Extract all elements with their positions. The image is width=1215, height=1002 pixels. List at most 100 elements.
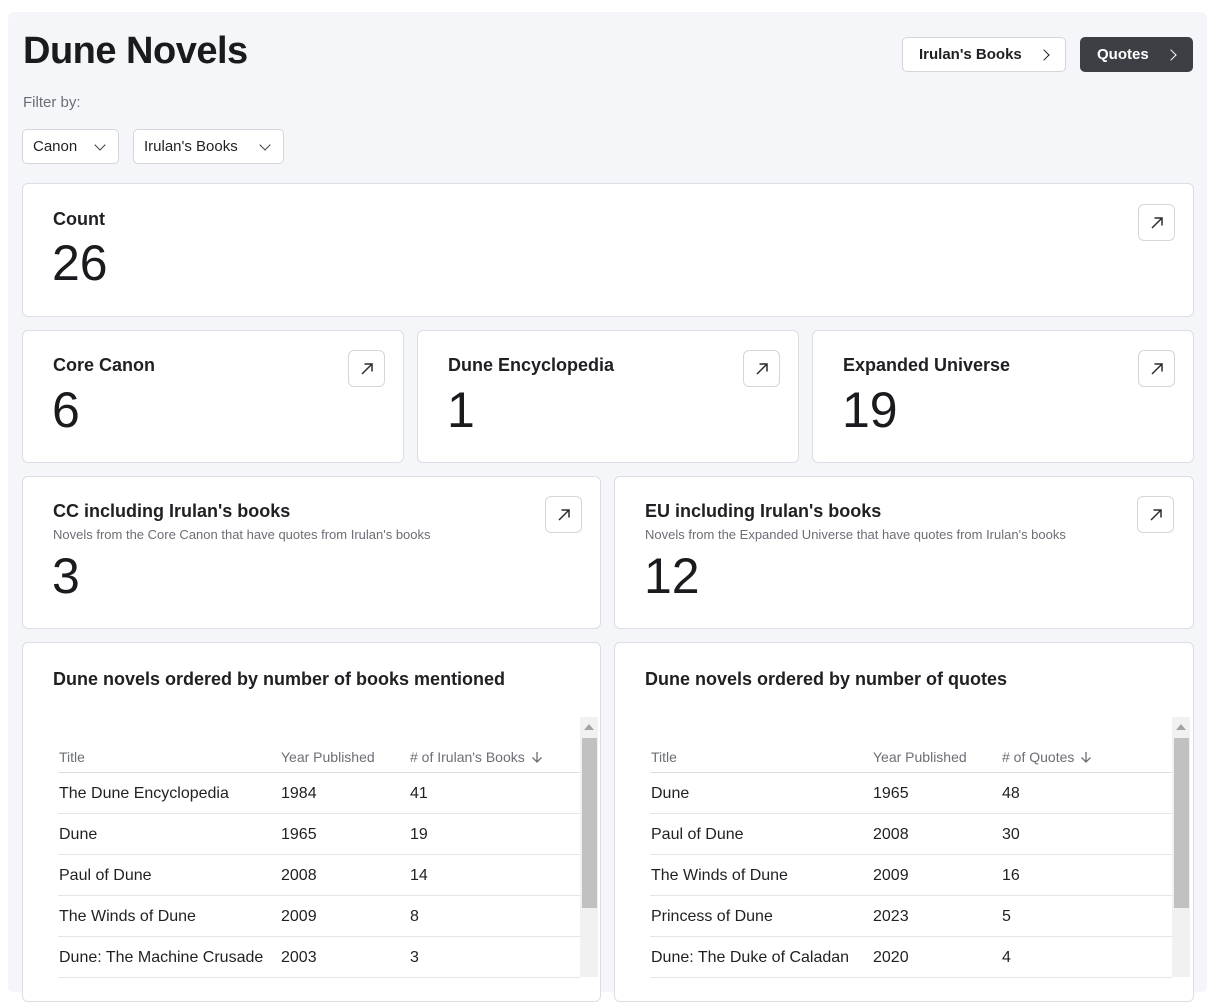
encyclopedia-value: 1 xyxy=(447,382,475,438)
books-table-scrollbar[interactable] xyxy=(580,717,598,977)
arrow-down-icon xyxy=(531,752,542,763)
cell-title: Paul of Dune xyxy=(651,826,744,843)
arrow-down-icon xyxy=(1081,752,1092,763)
expanded-universe-label: Expanded Universe xyxy=(843,355,1011,375)
column-header-year[interactable]: Year Published xyxy=(873,749,967,765)
cell-count: 48 xyxy=(1002,785,1020,802)
cell-year: 1984 xyxy=(281,785,317,802)
cell-year: 2003 xyxy=(281,949,317,966)
arrow-up-right-icon xyxy=(1150,509,1162,521)
books-mentioned-table-title: Dune novels ordered by number of books m… xyxy=(53,669,506,689)
quotes-nav-label: Quotes xyxy=(1097,46,1149,63)
cell-year: 1965 xyxy=(873,785,909,802)
eu-irulan-label: EU including Irulan's books xyxy=(645,501,882,521)
table-row[interactable]: Dune 1965 19 xyxy=(58,814,580,855)
canon-filter-value: Canon xyxy=(33,138,78,155)
eu-irulan-value: 12 xyxy=(644,548,700,604)
table-header: Title Year Published # of Irulan's Books xyxy=(58,747,580,773)
cell-count: 30 xyxy=(1002,826,1020,843)
column-header-books-count-label: # of Irulan's Books xyxy=(410,749,525,765)
cell-count: 16 xyxy=(1002,867,1020,884)
encyclopedia-label: Dune Encyclopedia xyxy=(448,355,615,375)
scroll-up-arrow-icon[interactable] xyxy=(584,724,594,730)
quotes-table-title: Dune novels ordered by number of quotes xyxy=(645,669,1008,689)
column-header-year[interactable]: Year Published xyxy=(281,749,375,765)
column-header-books-count[interactable]: # of Irulan's Books xyxy=(410,749,543,765)
cc-irulan-card: CC including Irulan's books Novels from … xyxy=(22,476,601,629)
count-label: Count xyxy=(53,209,105,229)
table-row[interactable]: The Dune Encyclopedia 1984 41 xyxy=(58,773,580,814)
cell-count: 8 xyxy=(410,908,419,925)
column-header-quotes-count[interactable]: # of Quotes xyxy=(1002,749,1092,765)
books-filter-select[interactable]: Irulan's Books xyxy=(133,129,284,164)
cell-count: 41 xyxy=(410,785,428,802)
cell-title: Dune: The Duke of Caladan xyxy=(651,949,850,966)
cell-count: 4 xyxy=(1002,949,1011,966)
cell-title: Dune xyxy=(59,826,98,843)
books-mentioned-table: Title Year Published # of Irulan's Books… xyxy=(58,747,580,978)
canon-filter-select[interactable]: Canon xyxy=(22,129,119,164)
cc-irulan-value: 3 xyxy=(52,548,80,604)
arrow-up-right-icon xyxy=(361,363,373,375)
cell-title: Dune: The Machine Crusade xyxy=(59,949,264,966)
cell-year: 2008 xyxy=(873,826,909,843)
cell-title: The Winds of Dune xyxy=(59,908,196,925)
arrow-up-right-icon xyxy=(1151,217,1163,229)
cell-count: 5 xyxy=(1002,908,1011,925)
cc-irulan-description: Novels from the Core Canon that have quo… xyxy=(53,527,431,542)
core-canon-expand-button[interactable] xyxy=(348,350,385,387)
cell-count: 14 xyxy=(410,867,428,884)
table-row[interactable]: Paul of Dune 2008 14 xyxy=(58,855,580,896)
cell-year: 2009 xyxy=(873,867,909,884)
cell-title: Paul of Dune xyxy=(59,867,152,884)
encyclopedia-expand-button[interactable] xyxy=(743,350,780,387)
cell-year: 2020 xyxy=(873,949,909,966)
expanded-universe-value: 19 xyxy=(842,382,898,438)
quotes-table: Title Year Published # of Quotes Dune 196… xyxy=(650,747,1172,978)
irulans-books-nav-label: Irulan's Books xyxy=(919,46,1022,63)
eu-irulan-expand-button[interactable] xyxy=(1137,496,1174,533)
books-filter-value: Irulan's Books xyxy=(144,138,238,155)
table-row[interactable]: The Winds of Dune 2009 8 xyxy=(58,896,580,937)
column-header-title[interactable]: Title xyxy=(59,749,85,765)
count-value: 26 xyxy=(52,235,108,291)
scrollbar-thumb[interactable] xyxy=(582,738,597,908)
cell-title: Dune xyxy=(651,785,690,802)
chevron-right-icon xyxy=(1165,48,1177,61)
cell-title: The Winds of Dune xyxy=(651,867,788,884)
irulans-books-nav-button[interactable]: Irulan's Books xyxy=(902,37,1066,72)
table-row[interactable]: The Winds of Dune 2009 16 xyxy=(650,855,1172,896)
expanded-universe-expand-button[interactable] xyxy=(1138,350,1175,387)
scrollbar-thumb[interactable] xyxy=(1174,738,1189,908)
table-row[interactable]: Dune 1965 48 xyxy=(650,773,1172,814)
core-canon-value: 6 xyxy=(52,382,80,438)
cell-count: 3 xyxy=(410,949,419,966)
count-card: Count 26 xyxy=(22,183,1194,317)
scroll-up-arrow-icon[interactable] xyxy=(1176,724,1186,730)
books-mentioned-table-card: Dune novels ordered by number of books m… xyxy=(22,642,601,1002)
table-row[interactable]: Paul of Dune 2008 30 xyxy=(650,814,1172,855)
encyclopedia-card: Dune Encyclopedia 1 xyxy=(417,330,799,463)
table-row[interactable]: Princess of Dune 2023 5 xyxy=(650,896,1172,937)
chevron-right-icon xyxy=(1038,48,1050,61)
core-canon-card: Core Canon 6 xyxy=(22,330,404,463)
chevron-down-icon xyxy=(259,139,271,151)
core-canon-label: Core Canon xyxy=(53,355,156,375)
eu-irulan-card: EU including Irulan's books Novels from … xyxy=(614,476,1194,629)
chevron-down-icon xyxy=(94,139,106,151)
count-expand-button[interactable] xyxy=(1138,204,1175,241)
eu-irulan-description: Novels from the Expanded Universe that h… xyxy=(645,527,1066,542)
cell-count: 19 xyxy=(410,826,428,843)
cell-title: The Dune Encyclopedia xyxy=(59,785,229,802)
dashboard-page: Dune Novels Irulan's Books Quotes Filter… xyxy=(8,12,1207,1002)
column-header-title[interactable]: Title xyxy=(651,749,677,765)
expanded-universe-card: Expanded Universe 19 xyxy=(812,330,1194,463)
cc-irulan-expand-button[interactable] xyxy=(545,496,582,533)
quotes-table-scrollbar[interactable] xyxy=(1172,717,1190,977)
cc-irulan-label: CC including Irulan's books xyxy=(53,501,291,521)
cell-year: 2009 xyxy=(281,908,317,925)
cell-year: 2008 xyxy=(281,867,317,884)
cell-title: Princess of Dune xyxy=(651,908,773,925)
column-header-quotes-count-label: # of Quotes xyxy=(1002,749,1075,765)
quotes-nav-button[interactable]: Quotes xyxy=(1080,37,1193,72)
